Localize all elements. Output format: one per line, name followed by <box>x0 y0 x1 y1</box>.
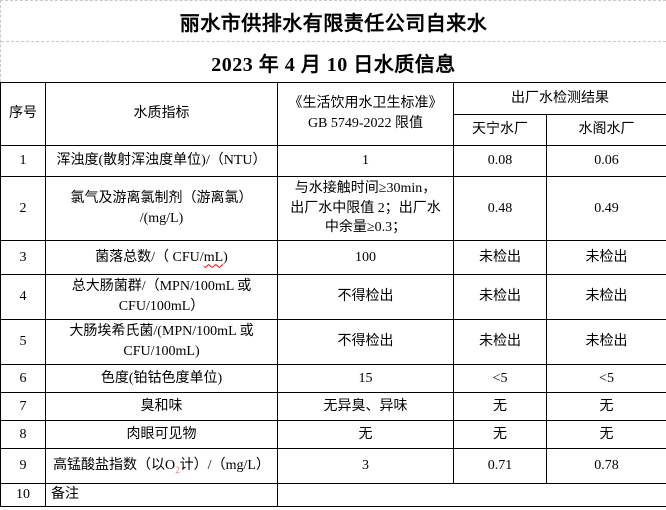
cell-no: 7 <box>0 392 46 421</box>
title-block: 丽水市供排水有限责任公司自来水 2023 年 4 月 10 日水质信息 <box>0 0 666 82</box>
table-row: 1 浑浊度(散射浑浊度单位)/（NTU） 1 0.08 0.06 <box>0 145 666 177</box>
cell-no: 9 <box>0 448 46 484</box>
oxygen-subscript: 2 <box>175 464 180 475</box>
cell-result-tianning: 0.71 <box>453 448 547 484</box>
cell-indicator: 氯气及游离氯制剂（游离氯） /(mg/L) <box>45 176 278 241</box>
cell-indicator: 色度(铂钴色度单位) <box>45 364 278 393</box>
page-title: 丽水市供排水有限责任公司自来水 <box>1 1 666 42</box>
cell-standard: 3 <box>277 448 454 484</box>
cell-standard: 100 <box>277 240 454 275</box>
table-row: 5 大肠埃希氏菌/(MPN/100mL 或 CFU/100mL) 不得检出 未检… <box>0 319 666 365</box>
table-row: 9 高锰酸盐指数（以O2计）/（mg/L） 3 0.71 0.78 <box>0 448 666 484</box>
page-subtitle: 2023 年 4 月 10 日水质信息 <box>211 53 456 76</box>
cell-no: 5 <box>0 319 46 365</box>
col-header-standard: 《生活饮用水卫生标准》 GB 5749-2022 限值 <box>277 82 454 146</box>
cell-standard: 无异臭、异味 <box>277 392 454 421</box>
cell-result-shuige: 无 <box>546 392 666 421</box>
cell-no: 8 <box>0 420 46 449</box>
cell-result-shuige: 无 <box>546 420 666 449</box>
cell-no: 4 <box>0 274 46 320</box>
water-quality-table: 序号 水质指标 《生活饮用水卫生标准》 GB 5749-2022 限值 出厂水检… <box>0 82 666 507</box>
cell-result-shuige: <5 <box>546 364 666 393</box>
cell-result-shuige: 未检出 <box>546 319 666 365</box>
cell-result-shuige: 未检出 <box>546 274 666 320</box>
cell-result-tianning: 无 <box>453 420 547 449</box>
cell-standard: 与水接触时间≥30min， 出厂水中限值 2；出厂水 中余量≥0.3； <box>277 176 454 241</box>
table-row: 6 色度(铂钴色度单位) 15 <5 <5 <box>0 364 666 393</box>
cell-indicator: 总大肠菌群/（MPN/100mL 或 CFU/100mL） <box>45 274 278 320</box>
cell-standard: 1 <box>277 145 454 177</box>
table-row: 7 臭和味 无异臭、异味 无 无 <box>0 392 666 421</box>
cell-result-shuige: 0.49 <box>546 176 666 241</box>
cell-result-tianning: 0.08 <box>453 145 547 177</box>
col-header-plant-tianning: 天宁水厂 <box>453 114 547 146</box>
table-header-row-main: 序号 水质指标 《生活饮用水卫生标准》 GB 5749-2022 限值 出厂水检… <box>0 82 666 146</box>
table-row: 8 肉眼可见物 无 无 无 <box>0 420 666 449</box>
table-row: 4 总大肠菌群/（MPN/100mL 或 CFU/100mL） 不得检出 未检出… <box>0 274 666 320</box>
cell-indicator: 大肠埃希氏菌/(MPN/100mL 或 CFU/100mL) <box>45 319 278 365</box>
indicator-text: 菌落总数/（ CFU/ <box>95 249 204 265</box>
col-header-indicator: 水质指标 <box>45 82 278 146</box>
cell-indicator: 备注 <box>45 483 278 507</box>
table-row: 3 菌落总数/（ CFU/mL) 100 未检出 未检出 <box>0 240 666 275</box>
cell-result-shuige: 0.78 <box>546 448 666 484</box>
cell-indicator: 菌落总数/（ CFU/mL) <box>45 240 278 275</box>
cell-result-shuige: 0.06 <box>546 145 666 177</box>
col-header-plant-shuige: 水阁水厂 <box>546 114 666 146</box>
indicator-text: 计）/（mg/L） <box>179 458 270 474</box>
cell-result-tianning: 未检出 <box>453 319 547 365</box>
cell-indicator: 高锰酸盐指数（以O2计）/（mg/L） <box>45 448 278 484</box>
cell-standard: 不得检出 <box>277 319 454 365</box>
cell-result-tianning: <5 <box>453 364 547 393</box>
cell-result-tianning: 未检出 <box>453 240 547 275</box>
cell-result-shuige: 未检出 <box>546 240 666 275</box>
cell-result-tianning: 未检出 <box>453 274 547 320</box>
cell-standard: 15 <box>277 364 454 393</box>
spellcheck-underlined-text: mL <box>203 249 224 265</box>
indicator-text: ) <box>223 249 228 265</box>
cell-no: 2 <box>0 176 46 241</box>
cell-result-tianning: 0.48 <box>453 176 547 241</box>
table-header-row-plants: 天宁水厂 水阁水厂 <box>1 114 666 146</box>
cell-result-tianning: 无 <box>453 392 547 421</box>
col-header-no: 序号 <box>0 82 46 146</box>
col-header-results-group: 出厂水检测结果 <box>453 82 666 115</box>
indicator-text: 高锰酸盐指数（以O <box>53 458 176 474</box>
cell-remark <box>277 483 666 507</box>
cell-no: 1 <box>0 145 46 177</box>
cell-standard: 不得检出 <box>277 274 454 320</box>
cell-indicator: 浑浊度(散射浑浊度单位)/（NTU） <box>45 145 278 177</box>
cell-indicator: 臭和味 <box>45 392 278 421</box>
cell-no: 10 <box>0 483 46 507</box>
table-row: 2 氯气及游离氯制剂（游离氯） /(mg/L) 与水接触时间≥30min， 出厂… <box>0 176 666 241</box>
cell-indicator: 肉眼可见物 <box>45 420 278 449</box>
cell-standard: 无 <box>277 420 454 449</box>
cell-no: 3 <box>0 240 46 275</box>
table-row-remark: 10 备注 <box>0 483 666 507</box>
cell-no: 6 <box>0 364 46 393</box>
